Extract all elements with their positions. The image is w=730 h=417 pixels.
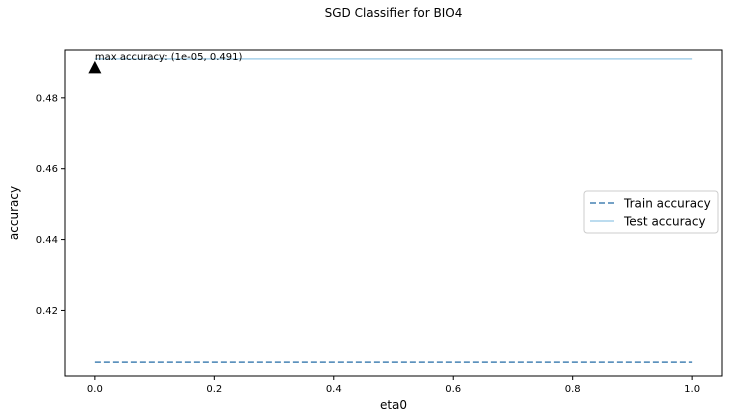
- y-tick-label: 0.46: [36, 164, 58, 175]
- max-accuracy-annotation: max accuracy: (1e-05, 0.491): [95, 52, 243, 63]
- y-tick-label: 0.42: [36, 306, 58, 317]
- chart-title: SGD Classifier for BIO4: [325, 6, 463, 20]
- x-tick-label: 0.6: [445, 384, 461, 395]
- x-tick-label: 0.2: [206, 384, 222, 395]
- y-tick-label: 0.48: [36, 93, 58, 104]
- legend-label-2: Test accuracy: [623, 215, 706, 229]
- axis-ticks: 0.0 0.2 0.4 0.6 0.8 1.0 0.42 0.44 0.46 0.48: [36, 93, 700, 395]
- legend: Train accuracy Test accuracy: [583, 190, 719, 234]
- x-tick-label: 0.8: [565, 384, 581, 395]
- legend-label-1: Train accuracy: [623, 197, 711, 211]
- y-axis-label: accuracy: [7, 186, 21, 240]
- y-tick-label: 0.44: [36, 235, 58, 246]
- max-accuracy-marker: [88, 60, 102, 74]
- annotation-layer: max accuracy: (1e-05, 0.491): [88, 52, 243, 74]
- x-tick-label: 0.4: [326, 384, 342, 395]
- legend-frame: [583, 190, 719, 234]
- x-tick-label: 1.0: [684, 384, 700, 395]
- x-tick-label: 0.0: [87, 384, 103, 395]
- plot-frame: [64, 49, 723, 377]
- x-axis-label: eta0: [380, 398, 407, 412]
- series-layer: [94, 58, 693, 363]
